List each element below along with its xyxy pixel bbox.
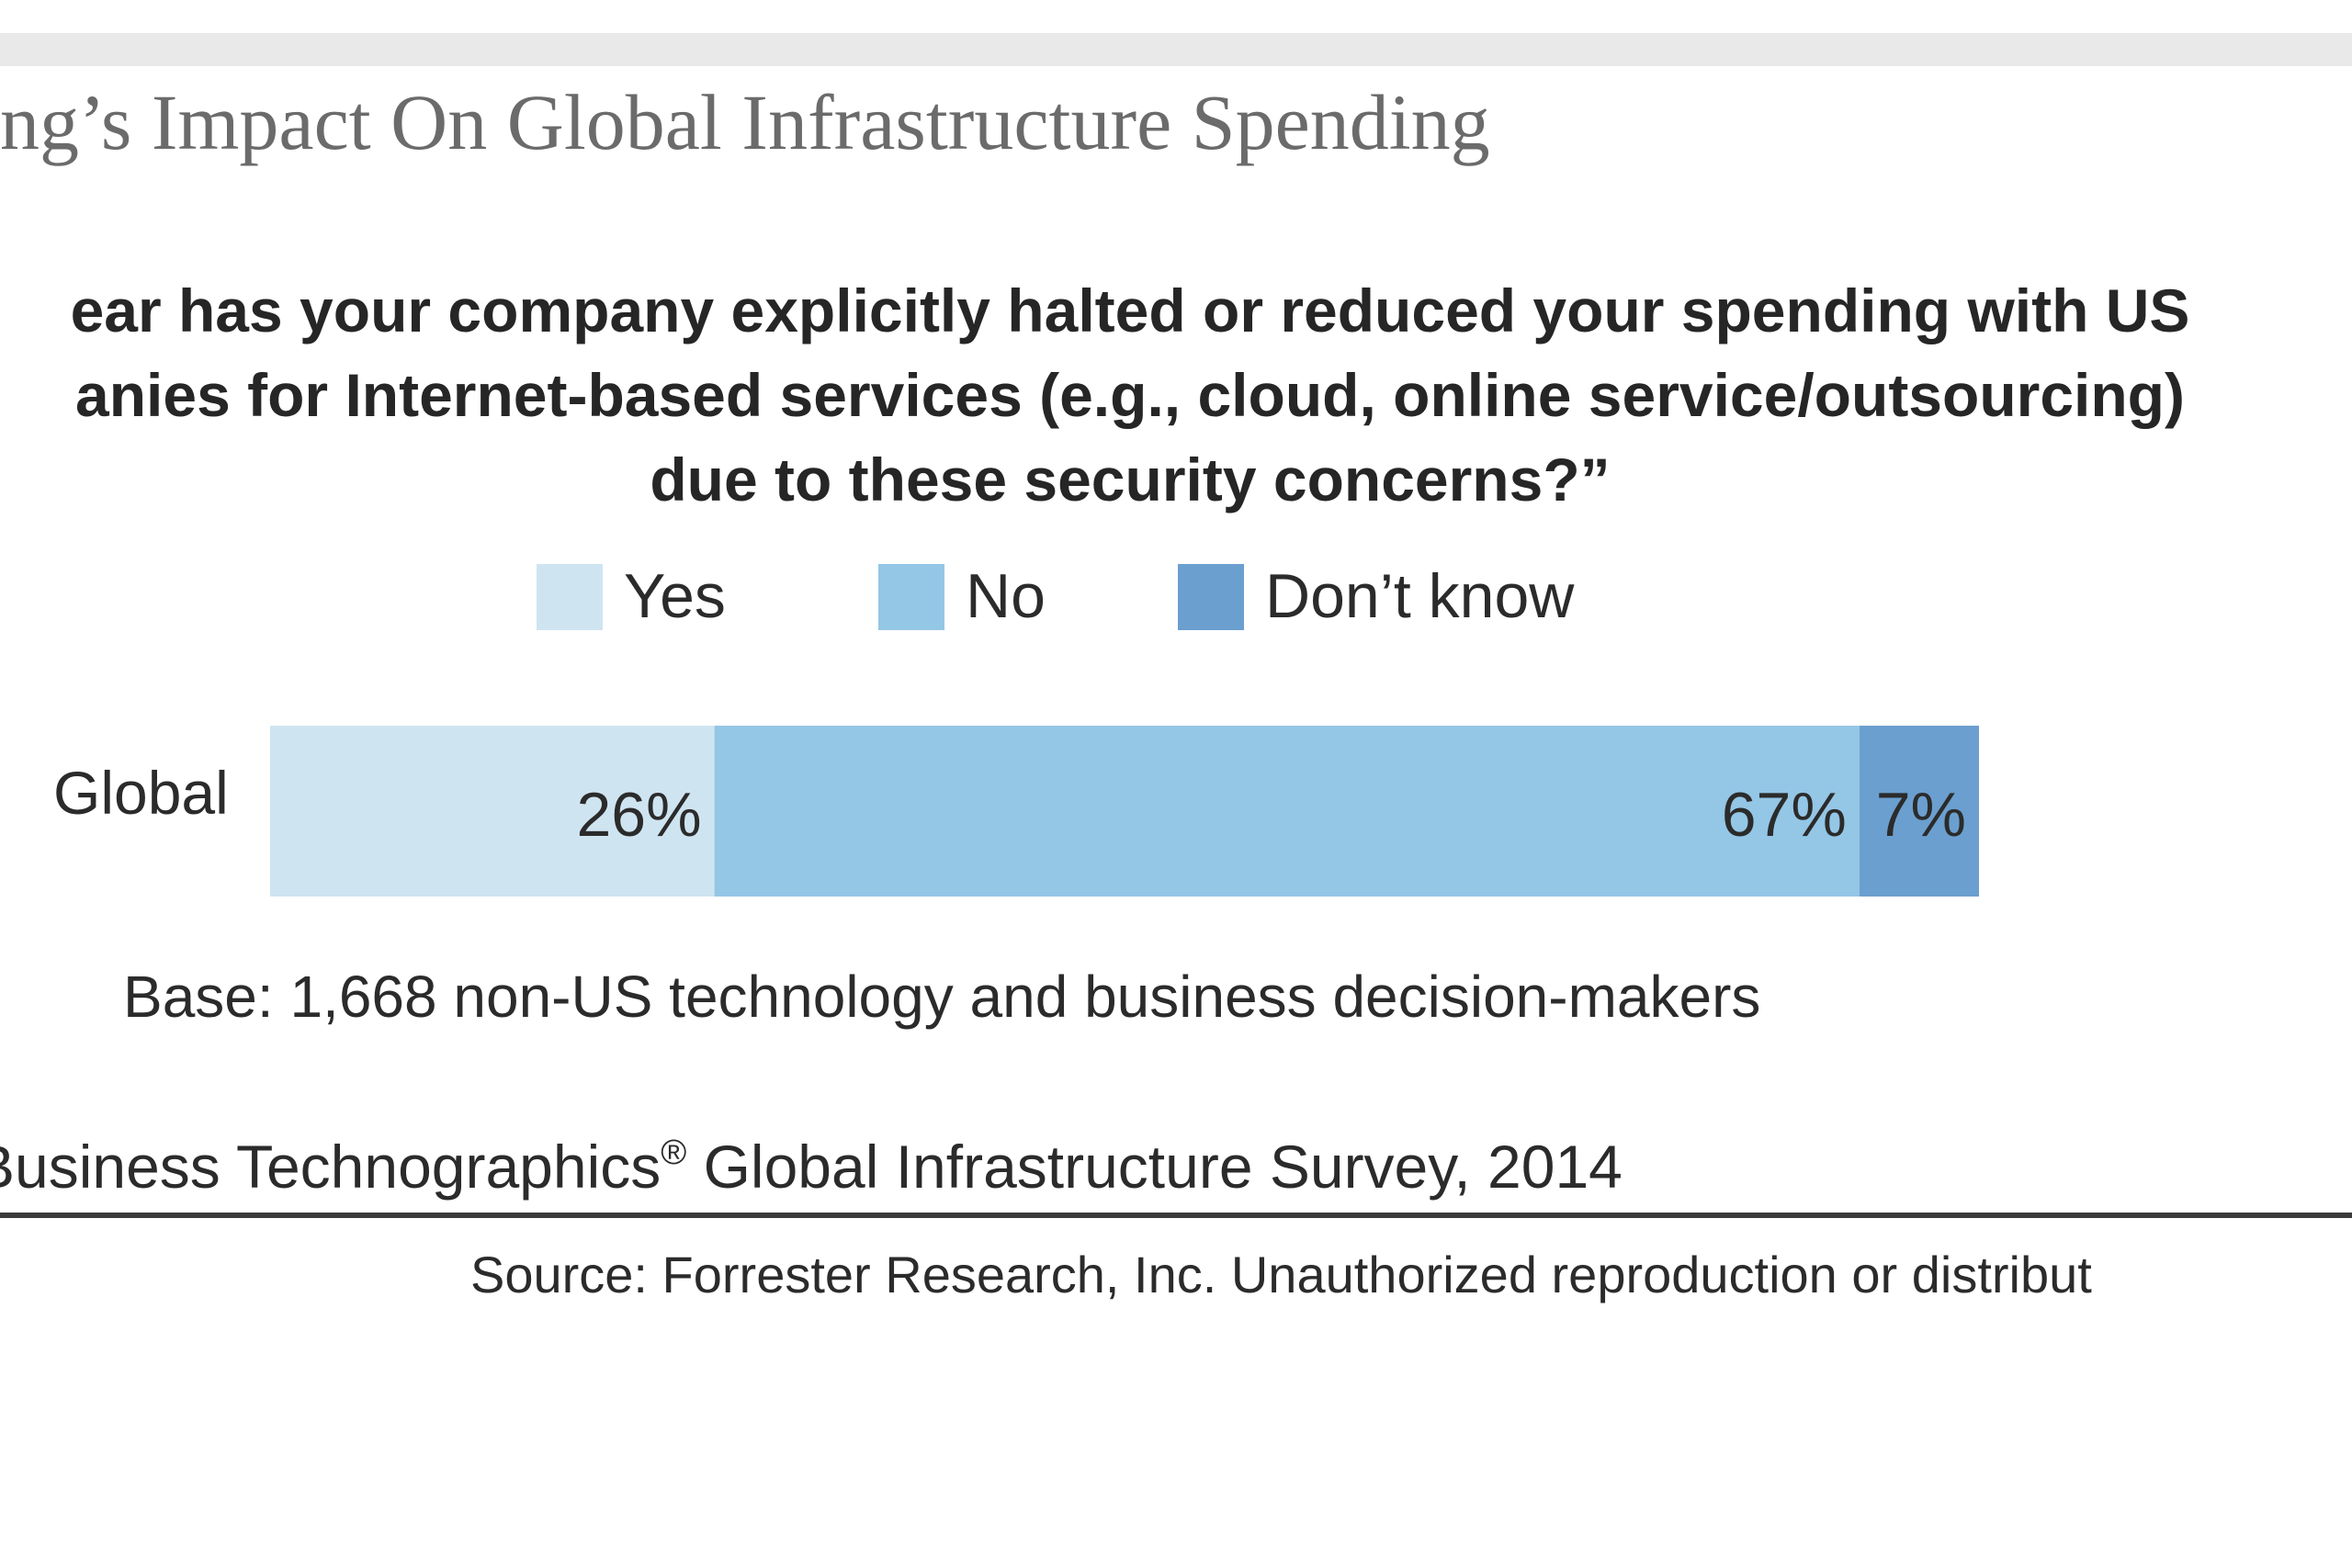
base-note: Base: 1,668 non-US technology and busine…: [123, 964, 1761, 1030]
legend-label-no: No: [966, 561, 1046, 631]
legend-label-dont-know: Don’t know: [1265, 561, 1575, 631]
chart-legend: Yes No Don’t know: [0, 557, 2352, 631]
bar-segment-yes: [270, 726, 715, 897]
registered-mark: ®: [661, 1134, 687, 1172]
legend-swatch-no: [878, 564, 944, 630]
bottom-rule: [0, 1213, 2352, 1218]
bar-segment-no: [714, 726, 1860, 897]
survey-note-text: Business Technographics: [0, 1133, 662, 1201]
data-label-no: 67%: [1722, 780, 1847, 850]
legend-swatch-yes: [537, 564, 603, 630]
top-rule: [0, 33, 2352, 66]
question-line-1: ear has your company explicitly halted o…: [70, 276, 2190, 344]
legend-label-yes: Yes: [624, 561, 726, 631]
source-note: Source: Forrester Research, Inc. Unautho…: [470, 1246, 2092, 1303]
bar-segment-don-t-know: [1859, 726, 1979, 897]
question-line-3: due to these security concerns?”: [650, 446, 1611, 513]
survey-source-note: Business Technographics® Global Infrastr…: [0, 1111, 1623, 1208]
category-label-global: Global: [53, 759, 229, 827]
figure-title: ng’s Impact On Global Infrastructure Spe…: [0, 78, 1490, 166]
data-label-don-t-know: 7%: [1876, 780, 1966, 850]
question-line-2: anies for Internet-based services (e.g.,…: [75, 361, 2185, 429]
data-label-yes: 26%: [576, 780, 701, 850]
survey-question: ear has your company explicitly halted o…: [0, 268, 2352, 522]
survey-note-rest: Global Infrastructure Survey, 2014: [686, 1133, 1623, 1201]
legend-swatch-dont-know: [1178, 564, 1244, 630]
